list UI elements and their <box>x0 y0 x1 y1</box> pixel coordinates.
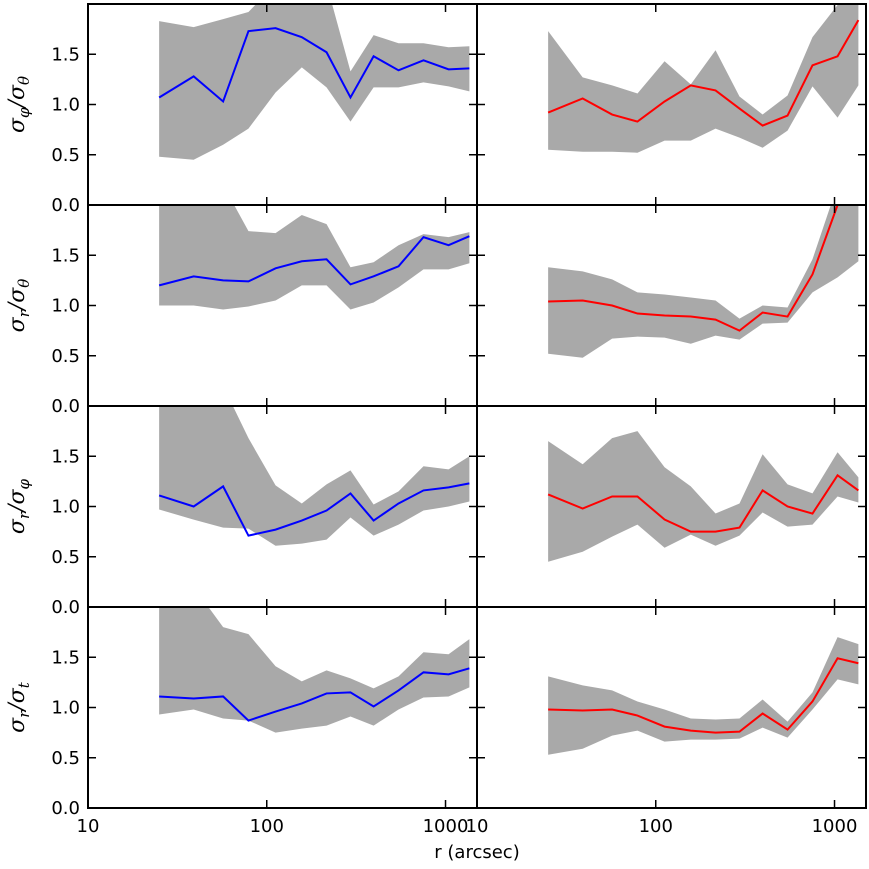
plot-area <box>158 406 470 546</box>
y-tick-label: 1.5 <box>51 446 80 467</box>
y-axis-label: σφ​/σθ​ <box>5 76 33 133</box>
line <box>547 19 860 127</box>
band <box>159 4 470 160</box>
y-tick-label: 1.0 <box>51 497 80 518</box>
y-tick-label: 0.0 <box>51 195 80 216</box>
y-axis-label: σr​/σφ​ <box>5 478 33 534</box>
band <box>548 637 859 755</box>
y-tick-label: 1.5 <box>51 647 80 668</box>
y-tick-label: 1.0 <box>51 698 80 719</box>
label-sub: r <box>15 511 33 519</box>
label-sub: φ <box>15 478 33 489</box>
plot-area <box>158 205 470 310</box>
plot-area <box>548 205 859 358</box>
line <box>158 235 470 287</box>
label-part: /σ <box>5 488 30 513</box>
x-tick-label: 1000 <box>812 816 858 837</box>
label-sub: θ <box>15 76 33 85</box>
line <box>547 473 859 533</box>
label-sub: θ <box>15 279 33 288</box>
line <box>158 482 470 537</box>
label-part: /σ <box>5 287 30 312</box>
band <box>548 4 859 153</box>
y-tick-label: 1.5 <box>51 245 80 266</box>
label-sub: φ <box>15 107 33 118</box>
y-tick-label: 0.5 <box>51 748 80 769</box>
plot-area <box>159 607 470 733</box>
line <box>158 27 470 104</box>
band <box>159 406 470 546</box>
y-tick-label: 0.0 <box>51 597 80 618</box>
plot-area <box>547 4 860 153</box>
y-tick-label: 1.0 <box>51 95 80 116</box>
label-sub: r <box>15 309 33 317</box>
plot-area <box>548 637 859 755</box>
y-tick-label: 0.0 <box>51 798 80 819</box>
label-part: σ <box>5 316 30 332</box>
line <box>548 657 859 734</box>
y-tick-label: 1.0 <box>51 296 80 317</box>
y-axis-label: σr​/σt​ <box>5 681 33 733</box>
label-part: /σ <box>5 84 30 109</box>
line <box>548 205 840 332</box>
y-axis-label: σr​/σθ​ <box>5 279 33 333</box>
label-part: /σ <box>5 687 30 712</box>
x-axis-label: r (arcsec) <box>434 842 519 863</box>
label-part: σ <box>5 518 30 534</box>
label-part: σ <box>5 717 30 733</box>
band <box>548 431 859 562</box>
label-sub: t <box>15 681 33 688</box>
x-tick-label: 10 <box>77 816 100 837</box>
x-tick-label: 100 <box>250 816 284 837</box>
plot-area <box>547 431 859 562</box>
x-tick-label: 100 <box>639 816 673 837</box>
band <box>159 205 470 310</box>
y-tick-label: 0.5 <box>51 346 80 367</box>
label-sub: r <box>15 710 33 718</box>
plot-area <box>158 4 470 160</box>
y-tick-label: 0.5 <box>51 145 80 166</box>
y-tick-label: 0.0 <box>51 396 80 417</box>
label-part: σ <box>5 117 30 133</box>
x-tick-label: 10 <box>466 816 489 837</box>
x-tick-label: 1000 <box>423 816 469 837</box>
y-tick-label: 0.5 <box>51 547 80 568</box>
y-tick-label: 1.5 <box>51 44 80 65</box>
line <box>159 667 470 722</box>
band <box>159 607 470 733</box>
band <box>548 205 859 358</box>
